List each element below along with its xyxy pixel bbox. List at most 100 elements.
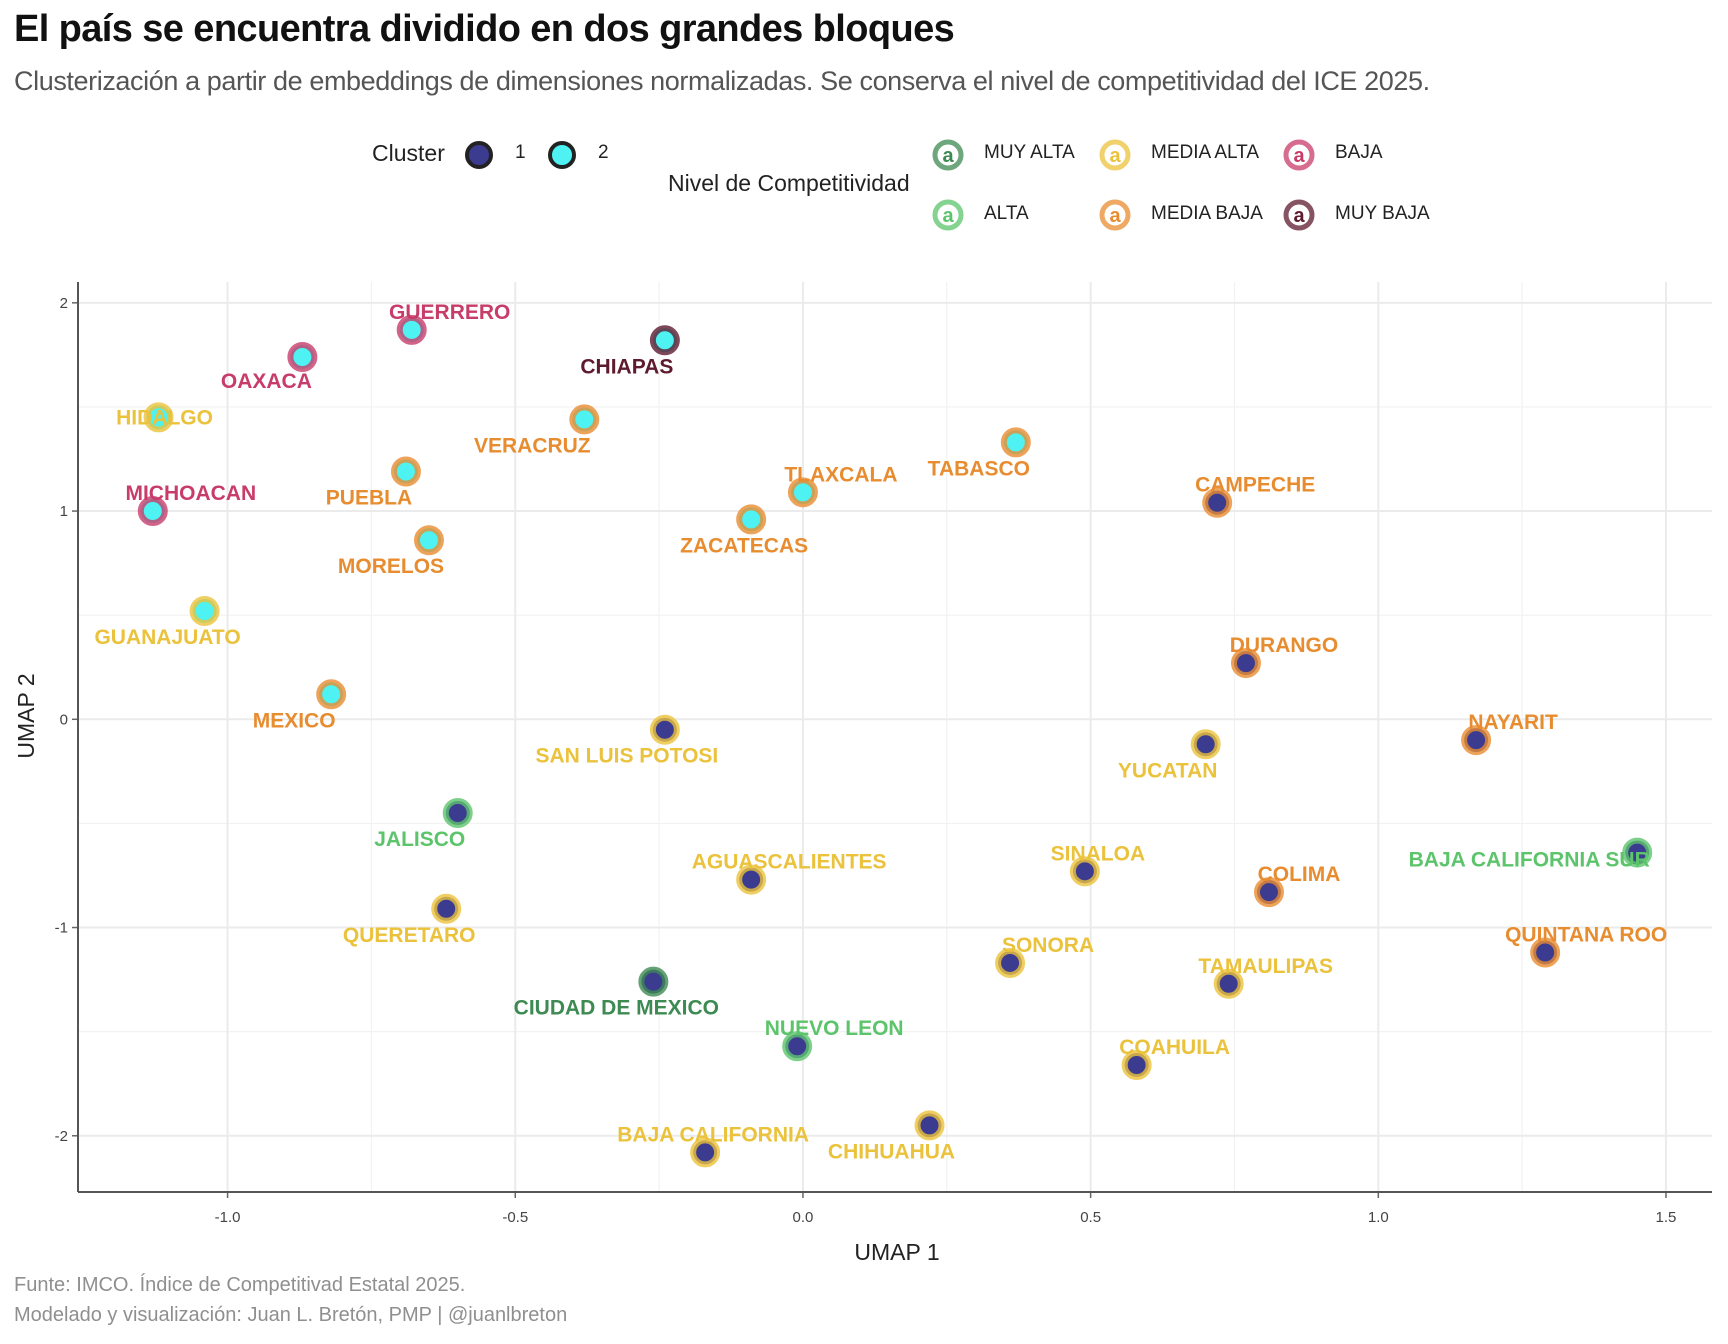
point-colima [1253,877,1284,908]
legend-cluster-1-dot [465,141,493,169]
point-queretaro [431,893,462,924]
point-zacatecas [736,504,767,535]
x-tick-label: 1.5 [1656,1209,1677,1226]
point-san-luis-potosi [649,714,680,745]
point-marker-hidalgo [143,402,174,433]
point-baja-california-sur [1622,837,1653,868]
grid-lines [78,282,1712,1192]
point-durango [1230,648,1261,679]
point-label-guanajuato: GUANAJUATO [94,626,240,649]
point-label-tabasco: TABASCO [928,457,1030,480]
point-label-michoacan: MICHOACAN [125,482,256,505]
legend-cluster-1-label: 1 [515,142,526,163]
legend-key-baja: a [1283,139,1315,171]
point-label-oaxaca: OAXACA [221,370,312,393]
legend-key-cluster-2 [548,141,576,169]
legend-cluster-2-dot [548,141,576,169]
point-tamaulipas [1213,968,1244,999]
chart-subtitle: Clusterización a partir de embeddings de… [14,66,1430,96]
legend-level-title: Nivel de Competitividad [668,170,910,196]
point-oaxaca [287,341,318,372]
legend-key-alta-glyph: a [942,205,954,227]
point-label-sonora: SONORA [1002,934,1094,957]
x-tick-label: -1.0 [215,1209,241,1226]
point-marker-guerrero [396,314,427,345]
y-axis-title: UMAP 2 [13,673,39,758]
point-marker-mexico [316,679,347,710]
point-marker-sonora [995,947,1026,978]
point-marker-chiapas [649,325,680,356]
point-label-chihuahua: CHIHUAHUA [828,1140,955,1163]
point-marker-yucatan [1190,729,1221,760]
point-marker-sinaloa [1069,856,1100,887]
x-tick-label: 0.0 [793,1209,814,1226]
point-tabasco [1000,427,1031,458]
point-tlaxcala [787,477,818,508]
point-marker-jalisco [442,798,473,829]
legend-key-muy-alta: a [932,139,964,171]
point-label-jalisco: JALISCO [374,828,465,851]
data-points [137,314,1653,1168]
point-campeche [1202,487,1233,518]
point-label-san-luis-potosi: SAN LUIS POTOSI [535,745,718,768]
legend-level-muy-alta-label: MUY ALTA [984,142,1075,163]
point-michoacan [137,496,168,527]
y-tick-label: -1 [55,920,68,937]
point-marker-tabasco [1000,427,1031,458]
legend-key-media-alta: a [1099,139,1131,171]
point-label-nuevo-leon: NUEVO LEON [765,1017,904,1040]
point-chihuahua [914,1110,945,1141]
point-label-morelos: MORELOS [338,555,444,578]
point-baja-california [690,1137,721,1168]
point-label-baja-california-sur: BAJA CALIFORNIA SUR [1409,849,1650,872]
point-label-puebla: PUEBLA [326,486,412,509]
point-marker-nuevo-leon [782,1031,813,1062]
point-marker-campeche [1202,487,1233,518]
point-coahuila [1121,1049,1152,1080]
point-label-campeche: CAMPECHE [1195,474,1315,497]
point-marker-coahuila [1121,1049,1152,1080]
y-tick-label: 0 [60,711,68,728]
point-label-zacatecas: ZACATECAS [680,534,808,557]
point-marker-aguascalientes [736,864,767,895]
point-chiapas [649,325,680,356]
point-label-yucatan: YUCATAN [1118,759,1218,782]
x-axis-title: UMAP 1 [854,1239,939,1265]
legend-cluster-2-label: 2 [598,142,609,163]
legend-key-media-alta-glyph: a [1109,145,1121,167]
point-label-quintana-roo: QUINTANA ROO [1505,924,1667,947]
point-aguascalientes [736,864,767,895]
point-morelos [413,525,444,556]
point-label-colima: COLIMA [1258,863,1341,886]
legend-level-media-baja-label: MEDIA BAJA [1151,203,1263,224]
point-label-nayarit: NAYARIT [1468,711,1558,734]
point-marker-baja-california-sur [1622,837,1653,868]
legend-key-media-baja: a [1099,199,1131,231]
point-nayarit [1461,725,1492,756]
point-marker-zacatecas [736,504,767,535]
point-marker-queretaro [431,893,462,924]
point-label-queretaro: QUERETARO [343,924,476,947]
x-tick-label: -0.5 [502,1209,528,1226]
point-ciudad-de-mexico [638,966,669,997]
axes [72,282,1712,1198]
legend-key-media-baja-glyph: a [1109,205,1121,227]
legend-key-alta: a [932,199,964,231]
point-marker-oaxaca [287,341,318,372]
point-marker-michoacan [137,496,168,527]
y-tick-label: 1 [60,503,68,520]
point-mexico [316,679,347,710]
point-yucatan [1190,729,1221,760]
point-label-baja-california: BAJA CALIFORNIA [617,1123,809,1146]
point-puebla [390,456,421,487]
point-quintana-roo [1530,937,1561,968]
point-marker-tlaxcala [787,477,818,508]
point-sonora [995,947,1026,978]
point-marker-nayarit [1461,725,1492,756]
y-tick-label: -2 [55,1128,68,1145]
point-label-guerrero: GUERRERO [389,301,510,324]
chart-title: El país se encuentra dividido en dos gra… [14,8,955,50]
point-label-sinaloa: SINALOA [1051,842,1146,865]
point-marker-ciudad-de-mexico [638,966,669,997]
